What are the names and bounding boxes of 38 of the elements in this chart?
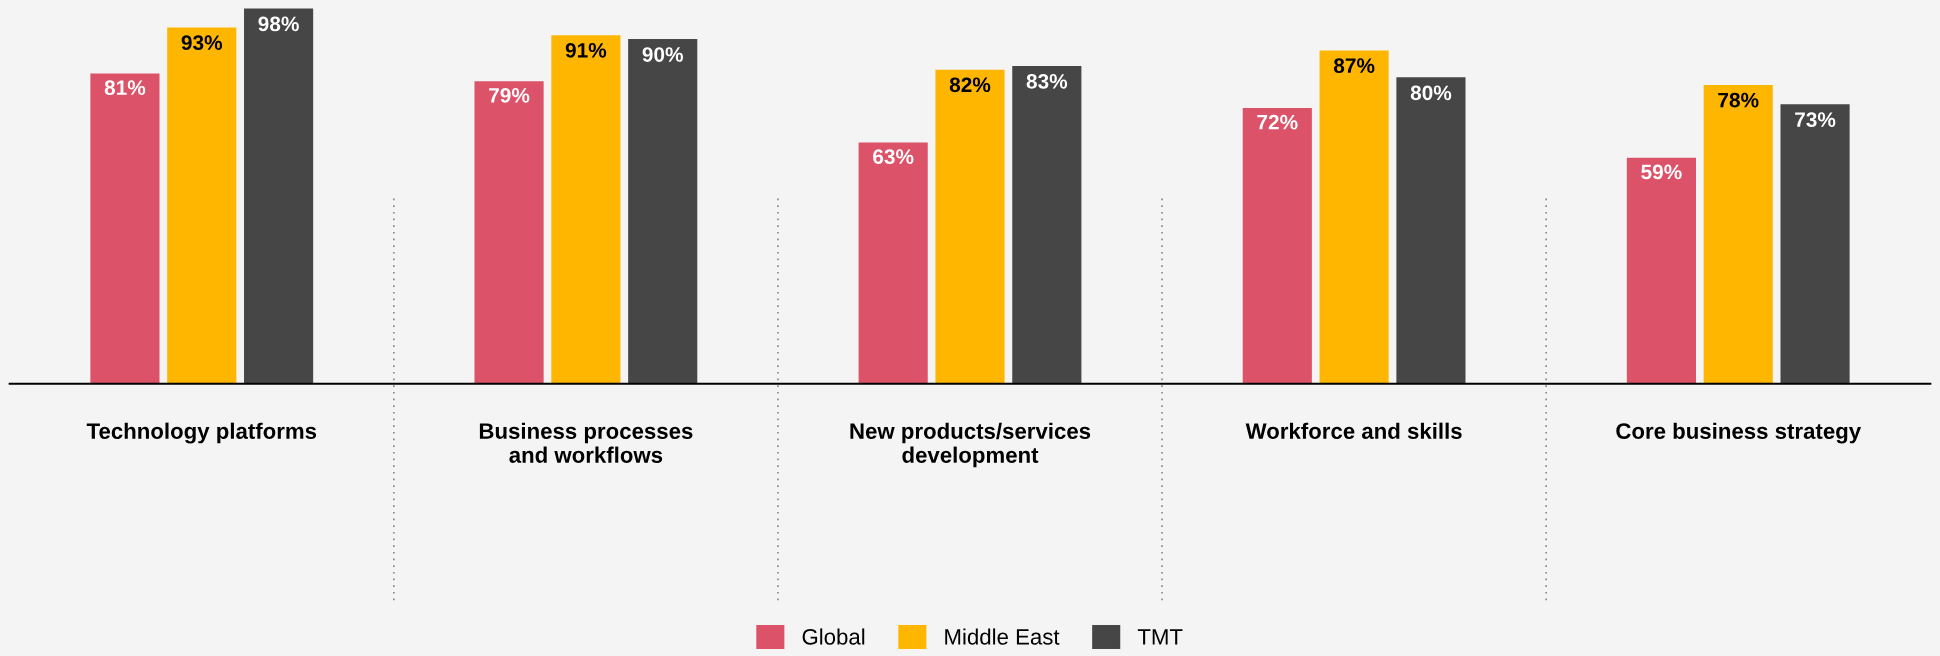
bar	[167, 27, 237, 384]
bar	[244, 8, 314, 384]
data-label: 59%	[1641, 164, 1682, 180]
data-label: 73%	[1795, 112, 1836, 128]
data-label: 81%	[104, 80, 146, 96]
data-label: 90%	[642, 47, 683, 62]
bar	[1780, 104, 1850, 384]
bar	[858, 142, 928, 384]
data-label: 80%	[1410, 85, 1452, 101]
data-label: 78%	[1718, 92, 1759, 108]
legend-label: Middle East	[945, 628, 1060, 645]
bar	[1396, 77, 1466, 384]
bar	[474, 81, 544, 384]
x-tick-label: New products/services development	[850, 422, 1091, 468]
data-label: 63%	[873, 149, 914, 165]
bar	[1703, 85, 1773, 384]
data-label: 83%	[1026, 73, 1068, 89]
data-label: 87%	[1333, 58, 1375, 73]
x-tick-label: Technology platforms	[86, 422, 317, 444]
legend-label: TMT	[1137, 629, 1183, 645]
bar	[1012, 65, 1082, 384]
bar	[935, 69, 1005, 384]
data-label: 72%	[1257, 114, 1298, 130]
x-tick-label: Workforce and skills	[1245, 422, 1462, 439]
legend-label: Global	[802, 628, 865, 645]
data-label: 79%	[489, 87, 530, 103]
x-tick-label: Business processes and workflows	[479, 422, 693, 463]
x-tick-label: Core business strategy	[1616, 422, 1862, 444]
bar	[628, 39, 698, 384]
data-label: 82%	[949, 77, 991, 93]
bar	[1319, 50, 1389, 384]
data-label: 91%	[565, 42, 607, 58]
bar	[1626, 157, 1696, 384]
data-label: 93%	[181, 35, 223, 51]
bar	[90, 73, 160, 384]
bar	[1242, 108, 1312, 384]
data-label: 98%	[258, 16, 299, 32]
bar	[551, 35, 621, 384]
